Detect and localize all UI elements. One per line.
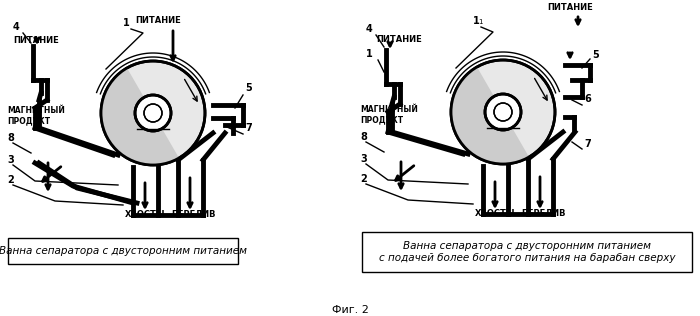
Wedge shape <box>101 68 179 165</box>
Text: 8: 8 <box>360 132 367 142</box>
Text: 1: 1 <box>366 49 372 59</box>
Text: ПИТАНИЕ: ПИТАНИЕ <box>135 16 181 25</box>
Circle shape <box>135 95 171 131</box>
Circle shape <box>485 94 521 130</box>
Circle shape <box>101 61 205 165</box>
Text: 3: 3 <box>7 155 14 165</box>
Text: МАГНИТНЫЙ
ПРОДУКТ: МАГНИТНЫЙ ПРОДУКТ <box>360 105 418 124</box>
Text: ПИТАНИЕ: ПИТАНИЕ <box>547 3 593 12</box>
Text: 5: 5 <box>592 50 598 60</box>
Text: ПЕРЕЛИВ: ПЕРЕЛИВ <box>171 210 216 219</box>
Text: 2: 2 <box>360 174 367 184</box>
Text: 1: 1 <box>478 19 482 25</box>
Text: 4: 4 <box>366 24 372 34</box>
Text: Ванна сепаратора с двусторонним питанием: Ванна сепаратора с двусторонним питанием <box>0 246 247 256</box>
Text: 6: 6 <box>584 94 591 104</box>
Wedge shape <box>451 67 529 164</box>
Text: ПИТАНИЕ: ПИТАНИЕ <box>13 36 59 45</box>
Text: Фиг. 2: Фиг. 2 <box>332 305 368 315</box>
Text: 1: 1 <box>123 18 130 28</box>
Text: 1: 1 <box>473 16 480 26</box>
Text: 3: 3 <box>360 154 367 164</box>
Text: 8: 8 <box>7 133 14 143</box>
Text: 5: 5 <box>245 83 252 93</box>
Circle shape <box>494 103 512 121</box>
Text: ПИТАНИЕ: ПИТАНИЕ <box>376 35 421 44</box>
Text: ХВОСТЫ: ХВОСТЫ <box>125 210 165 219</box>
Bar <box>8 238 238 264</box>
Text: 7: 7 <box>245 123 252 133</box>
Text: 7: 7 <box>584 139 591 149</box>
Bar <box>362 232 692 272</box>
Text: 4: 4 <box>13 22 20 32</box>
Text: МАГНИТНЫЙ
ПРОДУКТ: МАГНИТНЫЙ ПРОДУКТ <box>7 106 65 125</box>
Circle shape <box>144 104 162 122</box>
Circle shape <box>451 60 555 164</box>
Text: 2: 2 <box>7 175 14 185</box>
Text: Ванна сепаратора с двусторонним питанием
с подачей более богатого питания на бар: Ванна сепаратора с двусторонним питанием… <box>379 241 676 263</box>
Text: ПЕРЕЛИВ: ПЕРЕЛИВ <box>521 209 566 218</box>
Text: ХВОСТЫ: ХВОСТЫ <box>475 209 515 218</box>
